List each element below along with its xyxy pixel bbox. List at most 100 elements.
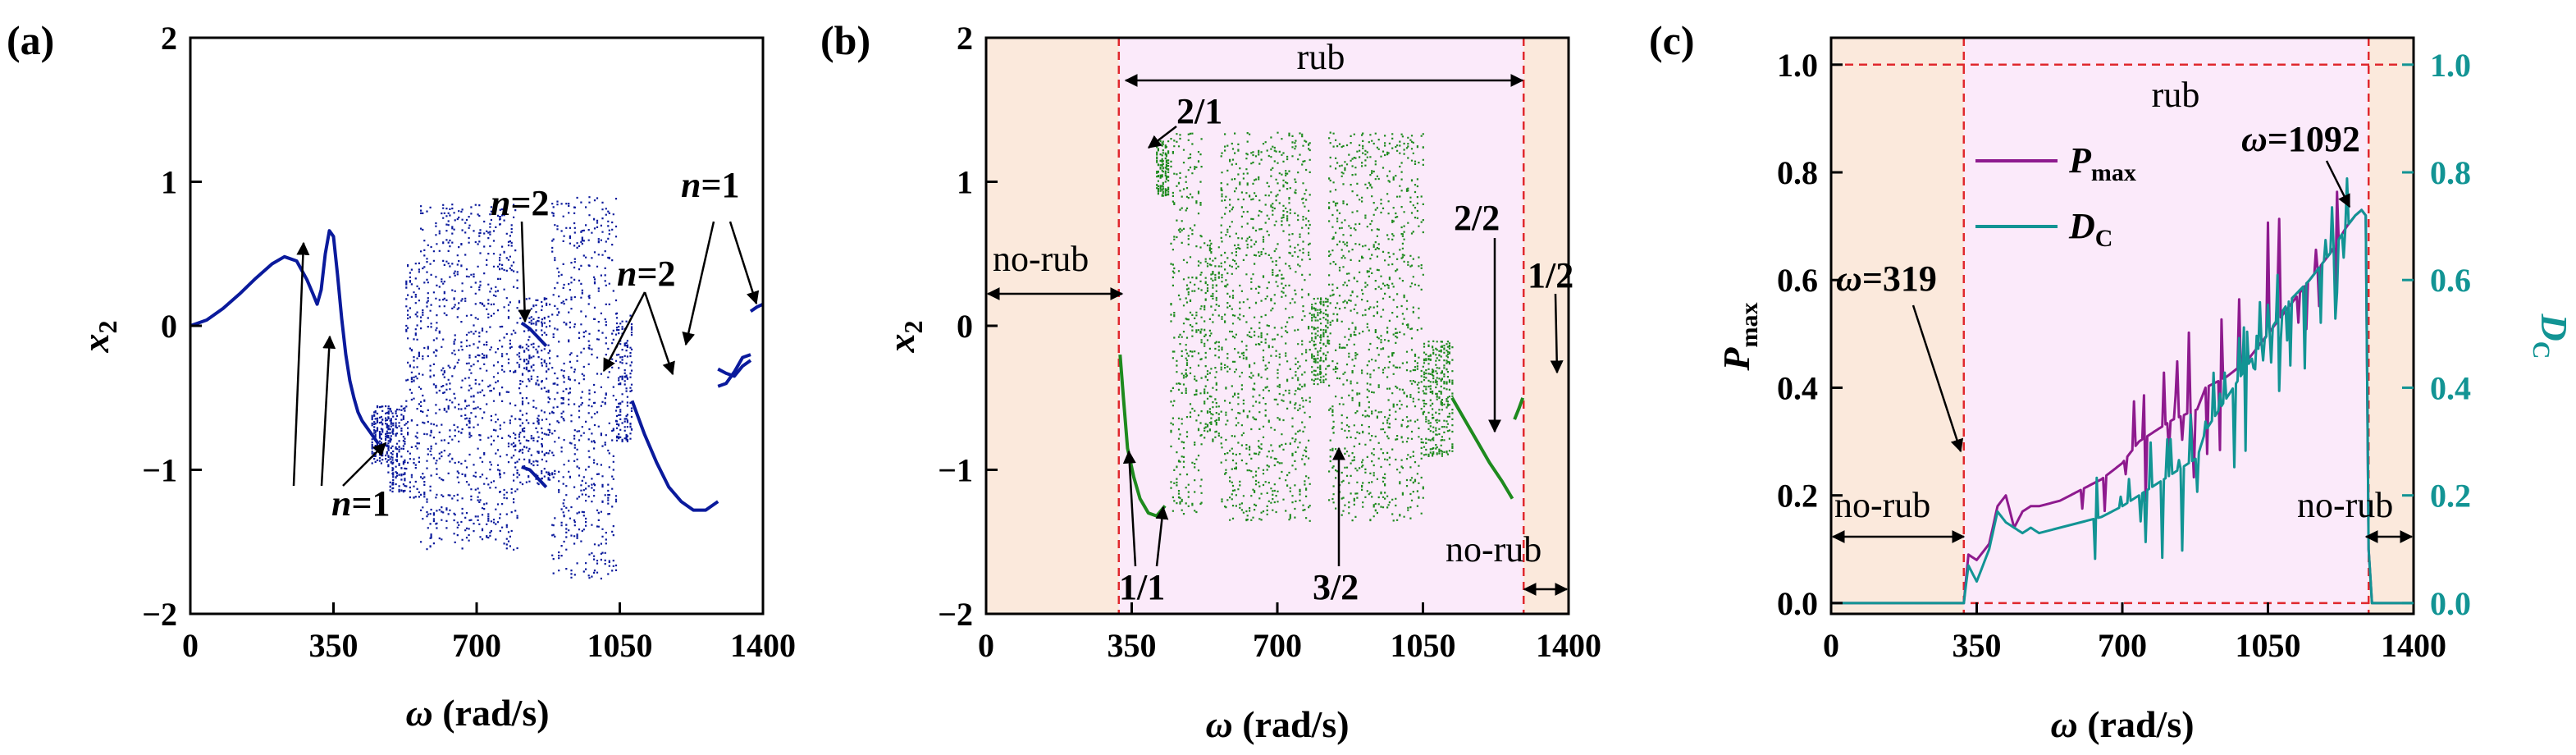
panel-c-legend: rub Pmax DC <box>1975 75 2199 252</box>
arrow-ratio-2-1 <box>1147 126 1177 149</box>
panel-b-chaotic-points-5 <box>1328 131 1424 522</box>
panel-a-chaotic-points-1 <box>387 405 406 493</box>
panel-a-ytick-label-1: −1 <box>142 452 177 489</box>
panel-c-xtick-label-3: 1050 <box>2236 627 2301 664</box>
panel-a-data <box>190 196 763 580</box>
panel-b-xtick-label-1: 350 <box>1108 627 1157 664</box>
panel-c-ytick-left-label-4: 0.8 <box>1777 154 1818 191</box>
panel-label-c: (c) <box>1649 17 1695 63</box>
label-no-rub-left-c: no-rub <box>1834 485 1930 525</box>
annotation-n2-right: n=2 <box>617 254 676 294</box>
panel-c-xtick-label-2: 700 <box>2098 627 2147 664</box>
y-axis-label-left-c: Pmax <box>1715 302 1763 371</box>
panel-a-chaotic-points-4 <box>518 297 551 486</box>
panel-a-xtick-label-4: 1400 <box>730 627 796 664</box>
panel-label-b: (b) <box>820 17 870 63</box>
y-axis-label-a: x2 <box>75 321 122 354</box>
panel-a-chaotic-points-0 <box>371 405 392 464</box>
y-axis-label-b: x2 <box>880 321 928 354</box>
annotation-n2-mid: n=2 <box>491 183 550 223</box>
label-no-rub-right-c: no-rub <box>2297 485 2393 525</box>
panel-a-ytick-label-2: 0 <box>161 308 177 345</box>
arrow-n2-c <box>643 291 675 376</box>
label-omega-319: ω=319 <box>1836 259 1937 299</box>
panel-a-chaotic-band-2 <box>405 262 420 499</box>
panel-a-chaotic-band-6 <box>615 312 633 442</box>
arrow-n2-a <box>518 221 532 323</box>
panel-a: (a) 0 350 700 1050 1400 −2 −1 0 1 2 n=1 n=2 n=2 n… <box>7 17 796 734</box>
panel-c-xtick-label-1: 350 <box>1953 627 2002 664</box>
panel-c-ytick-right-label-3: 0.6 <box>2430 262 2471 299</box>
panel-c-no-rub-region-right <box>2368 38 2414 614</box>
panel-b-regions <box>986 38 1569 614</box>
arrow-omega-1092 <box>2325 160 2351 208</box>
legend-label-pmax: Pmax <box>2068 140 2136 186</box>
panel-b-xtick-label-2: 700 <box>1253 627 1302 664</box>
panel-b-xtick-label-0: 0 <box>978 627 994 664</box>
panel-b-xtick-label-4: 1400 <box>1536 627 1601 664</box>
panel-b-xtick-label-3: 1050 <box>1391 627 1456 664</box>
legend-label-dc: DC <box>2068 206 2112 252</box>
panel-b-ytick-label-0: −2 <box>938 596 973 633</box>
arrow-n1-a <box>292 241 310 487</box>
panel-a-ytick-label-3: 1 <box>161 164 177 201</box>
panel-c-ytick-right-label-4: 0.8 <box>2430 154 2471 191</box>
panel-a-periodic-branch-0 <box>190 229 380 446</box>
panel-c-ytick-left-label-0: 0.0 <box>1777 585 1818 622</box>
panel-b-periodic-branch-1 <box>1450 396 1514 500</box>
panel-b-chaotic-band-6 <box>1423 340 1454 457</box>
arrow-n1-b <box>320 335 336 487</box>
arrow-ratio-1-2 <box>1550 293 1564 374</box>
panel-b-annotations: rub no-rub no-rub 2/1 1/1 3/2 2/2 1/2 <box>986 37 1573 607</box>
panel-b-chaotic-points-2 <box>1204 240 1220 442</box>
x-axis-label-b: ω (rad/s) <box>1205 703 1349 745</box>
panel-a-xtick-label-0: 0 <box>182 627 199 664</box>
x-axis-label-a: ω (rad/s) <box>405 692 549 734</box>
panel-b-rub-region <box>1118 38 1524 614</box>
panel-c-ytick-left-label-2: 0.4 <box>1777 369 1818 406</box>
panel-a-chaotic-points-3 <box>420 204 518 551</box>
panel-b-chaotic-points-0 <box>1156 140 1170 197</box>
arrow-n1-right-b <box>728 221 760 305</box>
panel-c-ytick-left-label-3: 0.6 <box>1777 262 1818 299</box>
panel-b-chaotic-band-5 <box>1328 131 1424 522</box>
panel-a-periodic-branch-3 <box>630 400 719 512</box>
panel-a-periodic-branch-2 <box>521 465 548 488</box>
panel-b-ticks: 0 350 700 1050 1400 −2 −1 0 1 2 <box>938 20 1601 664</box>
panel-a-chaotic-band-5 <box>551 196 618 580</box>
panel-b-chaotic-points-6 <box>1423 340 1454 457</box>
panel-a-annotations: n=1 n=2 n=2 n=1 <box>292 165 760 524</box>
panel-b-chaotic-band-4 <box>1311 297 1329 386</box>
panel-c-ytick-right-label-5: 1.0 <box>2430 47 2471 84</box>
label-rub-c: rub <box>2152 75 2200 115</box>
annotation-n1-left: n=1 <box>331 483 391 524</box>
panel-b-data <box>1118 131 1525 522</box>
x-axis-label-c: ω (rad/s) <box>2050 703 2194 745</box>
panel-a-periodic-branch-1 <box>520 321 548 347</box>
panel-a-chaotic-band-0 <box>371 405 392 464</box>
panel-b: (b) 0 350 700 1050 1400 −2 −1 0 1 2 rub no-rub no… <box>820 17 1601 745</box>
arrow-n1-c <box>342 442 386 487</box>
panel-a-frame <box>189 36 765 615</box>
panel-c-series-dc <box>1831 177 2414 605</box>
panel-b-no-rub-region-left <box>986 38 1119 614</box>
label-rub-b: rub <box>1297 37 1345 77</box>
panel-c-regions <box>1831 38 2414 614</box>
panel-c-ytick-right-label-0: 0.0 <box>2430 585 2471 622</box>
panel-b-periodic-branch-2 <box>1513 397 1525 420</box>
panel-c-annotations: ω=319 ω=1092 no-rub no-rub <box>1831 119 2414 543</box>
panel-c-ytick-left-label-1: 0.2 <box>1777 478 1818 515</box>
panel-a-periodic-branch-4 <box>717 359 752 378</box>
panel-b-no-rub-region-right <box>1523 38 1569 614</box>
arrow-n2-b <box>602 291 646 373</box>
arrow-n1-right-a <box>682 221 715 346</box>
panel-b-ytick-label-1: −1 <box>938 452 973 489</box>
panel-c-ytick-right-label-1: 0.2 <box>2430 478 2471 515</box>
panel-label-a: (a) <box>7 17 54 63</box>
panel-a-xtick-label-3: 1050 <box>587 627 653 664</box>
panel-a-chaotic-points-2 <box>405 262 420 499</box>
panel-c-rub-region <box>1963 38 2369 614</box>
label-omega-1092: ω=1092 <box>2241 119 2360 159</box>
arrow-ratio-1-1-b <box>1155 506 1169 567</box>
panel-a-ytick-label-0: −2 <box>142 596 177 633</box>
